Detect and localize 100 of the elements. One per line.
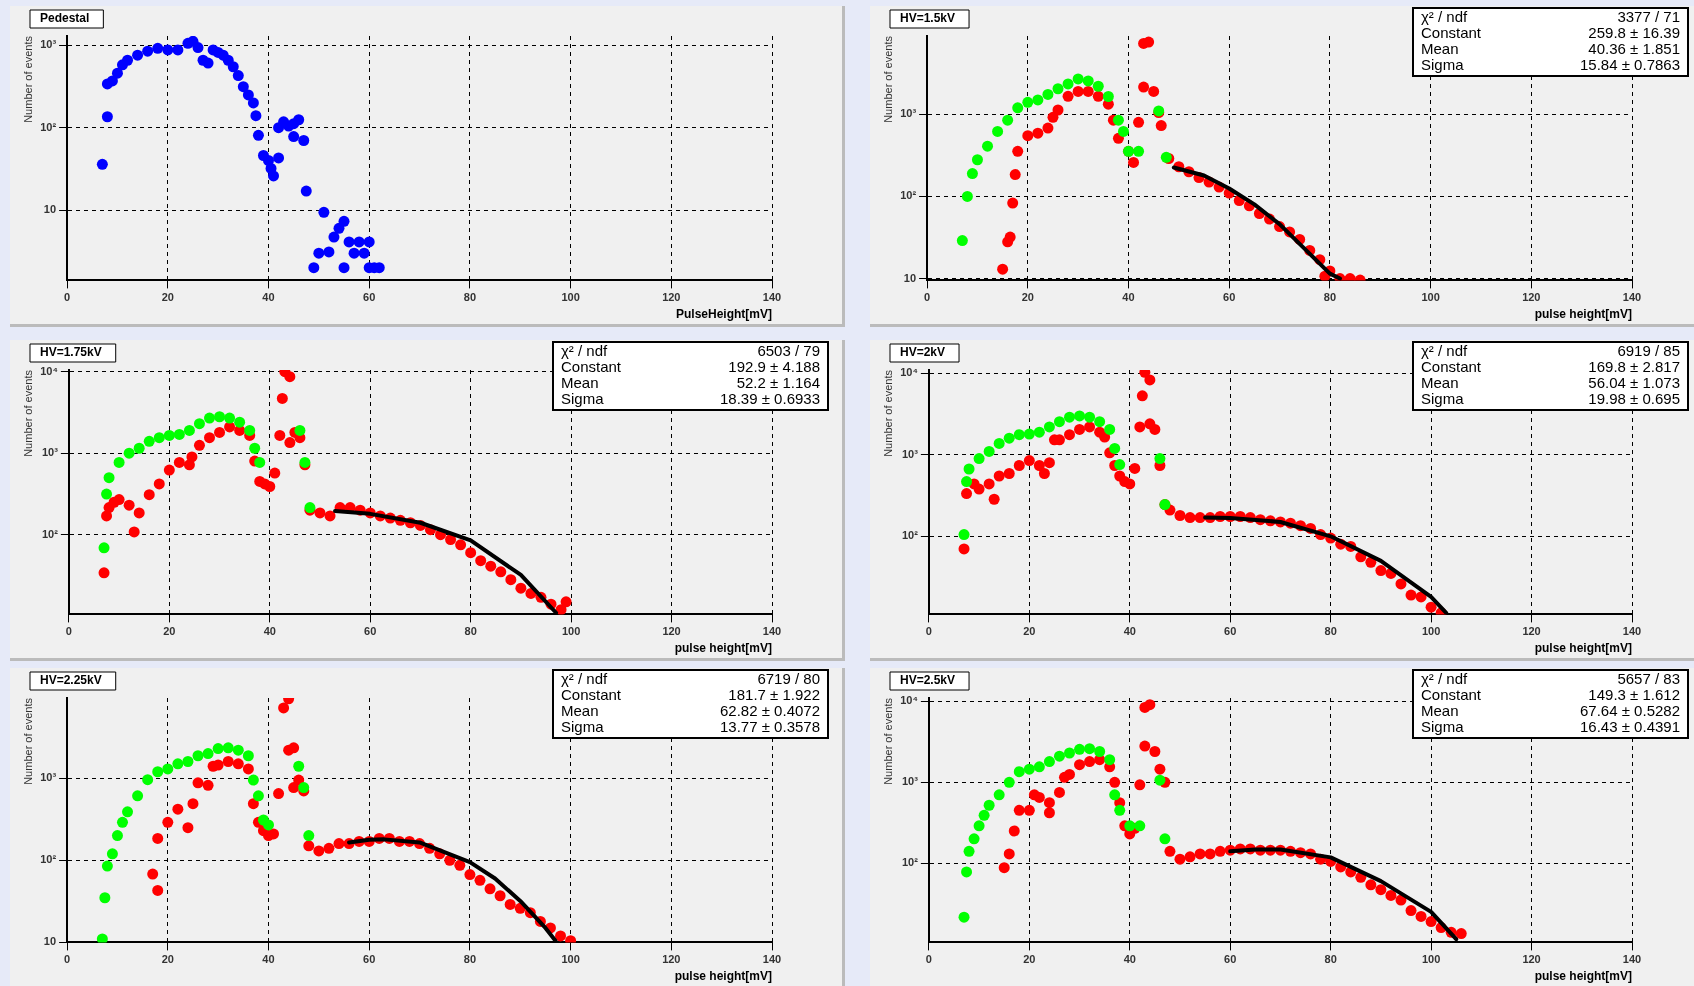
x-tick-label: 40: [1123, 953, 1136, 966]
x-axis-title: pulse height[mV]: [674, 641, 772, 656]
annotation: 67.64 ± 0.5282: [1580, 702, 1680, 720]
y-tick-label: 10²: [901, 856, 919, 869]
annotation: Mean: [1421, 374, 1459, 392]
x-tick-label: 80: [463, 291, 477, 304]
x-tick-label: 80: [463, 953, 477, 966]
y-axis-title: Number of events: [21, 369, 34, 457]
y-tick-label: 10⁴: [900, 694, 918, 707]
annotation: 149.3 ± 1.612: [1588, 686, 1680, 704]
text: 6503 / 79: [757, 342, 820, 360]
y-tick-label: 10: [903, 271, 917, 284]
x-tick-label: 20: [1023, 625, 1036, 638]
annotation: 40.36 ± 1.851: [1588, 40, 1680, 58]
text: χ² / ndf: [1421, 670, 1469, 688]
chart-title: HV=2.25kV: [40, 673, 102, 688]
text: χ² / ndf: [1421, 342, 1469, 360]
y-tick-label: 10³: [41, 446, 59, 459]
y-tick-label: 10²: [40, 120, 57, 133]
annotation: Mean: [561, 374, 599, 392]
chart-title: HV=1.5kV: [900, 11, 956, 26]
x-tick-label: 20: [161, 291, 174, 304]
x-tick-label: 140: [1622, 291, 1642, 304]
text: χ² / ndf: [1421, 8, 1469, 26]
annotation: 19.98 ± 0.695: [1588, 390, 1680, 408]
chart-title: Pedestal: [40, 11, 90, 26]
x-tick-label: 100: [561, 291, 580, 304]
x-axis-title: pulse height[mV]: [1534, 641, 1632, 656]
x-tick-label: 120: [662, 291, 681, 304]
y-tick-label: 10²: [901, 529, 919, 542]
annotation: 62.82 ± 0.4072: [720, 702, 820, 720]
x-tick-label: 0: [64, 291, 71, 304]
x-tick-label: 60: [1224, 953, 1237, 966]
x-tick-label: 100: [1421, 291, 1440, 304]
annotation: Constant: [561, 358, 622, 376]
y-axis-title: Number of events: [21, 35, 34, 123]
annotation: Constant: [1421, 686, 1482, 704]
annotation: Sigma: [561, 718, 605, 736]
annotation: 181.7 ± 1.922: [728, 686, 820, 704]
annotation: Constant: [561, 686, 622, 704]
annotation: 16.43 ± 0.4391: [1580, 718, 1680, 736]
chart-title: HV=2kV: [900, 345, 946, 360]
annotation: Constant: [1421, 358, 1482, 376]
y-axis-title: Number of events: [881, 369, 894, 457]
x-tick-label: 120: [662, 953, 681, 966]
y-tick-label: 10²: [900, 189, 917, 202]
x-axis-title: pulse height[mV]: [1534, 307, 1632, 322]
y-tick-label: 10²: [41, 527, 59, 540]
x-tick-label: 80: [1324, 625, 1337, 638]
x-tick-label: 0: [924, 291, 931, 304]
x-tick-label: 0: [925, 953, 932, 966]
x-tick-label: 100: [1421, 953, 1441, 966]
x-tick-label: 20: [163, 625, 176, 638]
x-tick-label: 120: [1522, 625, 1541, 638]
chart-title: HV=1.75kV: [40, 345, 102, 360]
x-tick-label: 80: [464, 625, 477, 638]
y-tick-label: 10⁴: [900, 366, 918, 379]
x-tick-label: 120: [1522, 291, 1541, 304]
x-tick-label: 100: [1421, 625, 1441, 638]
y-tick-label: 10³: [901, 447, 919, 460]
text: 5657 / 83: [1617, 670, 1680, 688]
y-axis-title: Number of events: [881, 697, 894, 785]
x-tick-label: 0: [64, 953, 71, 966]
x-tick-label: 140: [1622, 953, 1642, 966]
x-tick-label: 40: [1122, 291, 1135, 304]
x-tick-label: 40: [263, 625, 276, 638]
annotation: Mean: [1421, 40, 1459, 58]
x-tick-label: 0: [65, 625, 72, 638]
y-axis-title: Number of events: [881, 35, 894, 123]
x-tick-label: 40: [1123, 625, 1136, 638]
x-tick-label: 60: [1224, 625, 1237, 638]
annotation: 13.77 ± 0.3578: [720, 718, 820, 736]
annotation: 52.2 ± 1.164: [736, 374, 820, 392]
x-tick-label: 60: [363, 291, 376, 304]
x-tick-label: 140: [1622, 625, 1642, 638]
x-tick-label: 100: [561, 625, 581, 638]
x-axis-title: pulse height[mV]: [674, 969, 772, 984]
y-tick-label: 10³: [40, 38, 57, 51]
x-tick-label: 0: [925, 625, 932, 638]
x-tick-label: 80: [1323, 291, 1337, 304]
text: 6719 / 80: [757, 670, 820, 688]
y-tick-label: 10⁴: [40, 364, 58, 377]
x-tick-label: 60: [364, 625, 377, 638]
x-tick-label: 20: [161, 953, 174, 966]
annotation: Sigma: [1421, 390, 1465, 408]
x-tick-label: 80: [1324, 953, 1337, 966]
y-tick-label: 10³: [900, 107, 917, 120]
x-tick-label: 20: [1023, 953, 1036, 966]
annotation: Constant: [1421, 24, 1482, 42]
annotation: Sigma: [1421, 718, 1465, 736]
x-tick-label: 140: [762, 291, 782, 304]
x-tick-label: 20: [1021, 291, 1034, 304]
y-tick-label: 10³: [40, 771, 57, 784]
annotation: 18.39 ± 0.6933: [720, 390, 820, 408]
x-tick-label: 120: [662, 625, 681, 638]
x-tick-label: 40: [262, 291, 275, 304]
x-axis-title: pulse height[mV]: [1534, 969, 1632, 984]
annotation: Mean: [1421, 702, 1459, 720]
annotation: 15.84 ± 0.7863: [1580, 56, 1680, 74]
annotation: 192.9 ± 4.188: [728, 358, 820, 376]
